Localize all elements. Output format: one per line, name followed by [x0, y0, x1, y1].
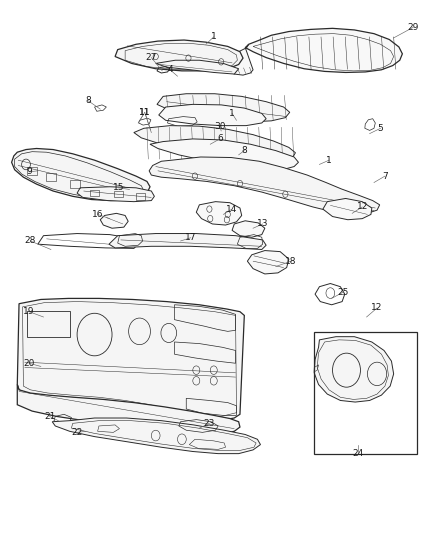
Text: 30: 30: [214, 122, 226, 131]
Polygon shape: [223, 44, 253, 75]
Polygon shape: [150, 139, 298, 169]
Text: 1: 1: [211, 33, 217, 42]
Polygon shape: [232, 221, 265, 237]
Text: 15: 15: [113, 183, 124, 192]
Text: 29: 29: [408, 23, 419, 32]
Polygon shape: [246, 28, 403, 72]
Text: 20: 20: [23, 359, 35, 368]
Text: 28: 28: [25, 237, 36, 246]
Text: 9: 9: [26, 167, 32, 176]
Polygon shape: [149, 157, 380, 214]
Text: 22: 22: [71, 428, 83, 437]
Text: 1: 1: [229, 109, 235, 118]
Text: 18: 18: [285, 257, 297, 265]
Text: 12: 12: [357, 203, 368, 212]
Text: 8: 8: [85, 96, 91, 105]
Text: 13: 13: [257, 220, 268, 229]
Bar: [314, 333, 417, 454]
Text: 16: 16: [92, 210, 103, 219]
Polygon shape: [115, 40, 243, 71]
Text: 7: 7: [382, 172, 388, 181]
Polygon shape: [196, 201, 242, 225]
Text: 19: 19: [23, 307, 35, 316]
Text: 12: 12: [371, 303, 383, 312]
Polygon shape: [17, 298, 244, 419]
Text: 11: 11: [139, 108, 151, 117]
Bar: [136, 193, 145, 199]
Text: 25: 25: [338, 287, 349, 296]
Polygon shape: [157, 94, 290, 122]
Text: 27: 27: [146, 53, 157, 62]
Bar: [46, 173, 56, 181]
Polygon shape: [247, 251, 289, 274]
Polygon shape: [52, 418, 261, 454]
Text: 4: 4: [167, 66, 173, 74]
Bar: [27, 311, 70, 337]
Bar: [114, 191, 123, 197]
Text: 5: 5: [378, 124, 383, 133]
Text: 21: 21: [44, 412, 55, 421]
Text: 1: 1: [326, 156, 332, 165]
Polygon shape: [12, 149, 150, 200]
Text: 24: 24: [352, 449, 364, 458]
Text: 14: 14: [226, 205, 237, 214]
Polygon shape: [323, 198, 372, 220]
Polygon shape: [109, 233, 266, 249]
Polygon shape: [17, 384, 240, 434]
Text: 6: 6: [217, 134, 223, 143]
Polygon shape: [155, 60, 239, 74]
Text: 11: 11: [139, 108, 151, 117]
Polygon shape: [314, 337, 394, 402]
Bar: [70, 180, 80, 188]
Polygon shape: [134, 126, 295, 163]
Bar: [27, 166, 37, 175]
Text: 23: 23: [204, 419, 215, 428]
Text: 8: 8: [241, 146, 247, 155]
Polygon shape: [159, 104, 266, 126]
Polygon shape: [100, 213, 128, 228]
Polygon shape: [77, 187, 154, 201]
Text: 17: 17: [185, 233, 196, 243]
Bar: [90, 190, 99, 196]
